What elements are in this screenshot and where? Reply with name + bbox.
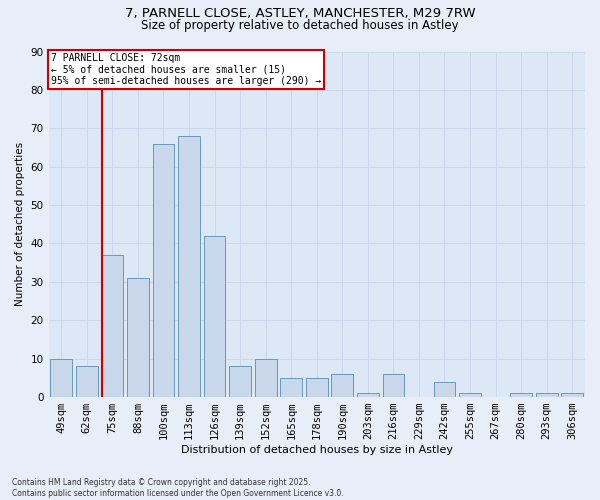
Bar	[50, 358, 72, 397]
Bar	[127, 278, 149, 397]
Bar	[255, 358, 277, 397]
Y-axis label: Number of detached properties: Number of detached properties	[15, 142, 25, 306]
X-axis label: Distribution of detached houses by size in Astley: Distribution of detached houses by size …	[181, 445, 453, 455]
Text: 7, PARNELL CLOSE, ASTLEY, MANCHESTER, M29 7RW: 7, PARNELL CLOSE, ASTLEY, MANCHESTER, M2…	[125, 8, 475, 20]
Bar	[280, 378, 302, 397]
Bar	[306, 378, 328, 397]
Bar	[152, 144, 175, 397]
Bar	[204, 236, 226, 397]
Bar	[562, 393, 583, 397]
Text: Size of property relative to detached houses in Astley: Size of property relative to detached ho…	[141, 19, 459, 32]
Bar	[434, 382, 455, 397]
Bar	[383, 374, 404, 397]
Bar	[357, 393, 379, 397]
Bar	[331, 374, 353, 397]
Bar	[178, 136, 200, 397]
Bar	[101, 255, 123, 397]
Bar	[510, 393, 532, 397]
Bar	[229, 366, 251, 397]
Text: 7 PARNELL CLOSE: 72sqm
← 5% of detached houses are smaller (15)
95% of semi-deta: 7 PARNELL CLOSE: 72sqm ← 5% of detached …	[51, 53, 322, 86]
Bar	[76, 366, 98, 397]
Bar	[536, 393, 557, 397]
Text: Contains HM Land Registry data © Crown copyright and database right 2025.
Contai: Contains HM Land Registry data © Crown c…	[12, 478, 344, 498]
Bar	[459, 393, 481, 397]
